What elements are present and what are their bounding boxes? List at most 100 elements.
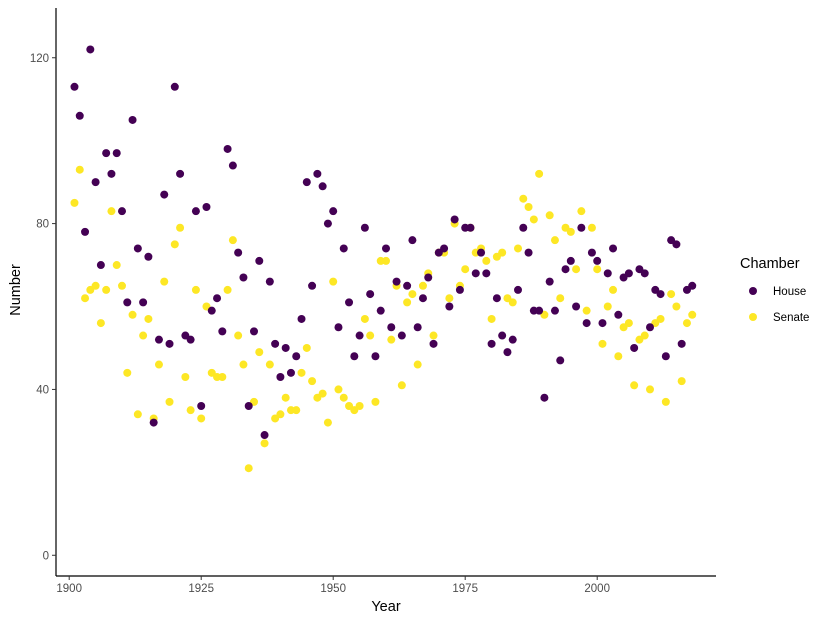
house-point [366, 290, 375, 299]
house-point [630, 343, 639, 352]
senate-point [165, 397, 174, 406]
house-point [234, 248, 243, 257]
house-point [508, 335, 517, 344]
legend-items: House Senate [749, 286, 809, 324]
senate-point [661, 397, 670, 406]
house-point [656, 290, 665, 299]
points-layer [70, 45, 697, 473]
house-point [524, 248, 533, 257]
house-point [614, 310, 623, 319]
senate-point [176, 223, 185, 232]
y-tick-label: 120 [30, 53, 49, 65]
house-point [360, 223, 369, 232]
x-tick-label: 1950 [320, 583, 346, 595]
house-point [265, 277, 274, 286]
senate-point [508, 298, 517, 307]
senate-point [260, 439, 269, 448]
senate-point [593, 265, 602, 274]
house-point [482, 269, 491, 278]
house-point [297, 314, 306, 323]
house-point [492, 294, 501, 303]
house-point [197, 402, 206, 411]
senate-point [545, 211, 554, 220]
house-point [339, 244, 348, 253]
senate-point [91, 281, 100, 290]
senate-point [281, 393, 290, 402]
house-point [302, 178, 311, 187]
senate-point [118, 281, 126, 290]
senate-point [609, 285, 618, 294]
house-point [355, 331, 364, 340]
senate-point [487, 314, 496, 323]
senate-point [276, 410, 285, 419]
senate-point [334, 385, 343, 394]
house-point [70, 82, 79, 91]
house-point [424, 273, 433, 282]
house-point [107, 169, 116, 178]
senate-point [128, 310, 137, 319]
senate-point [677, 377, 686, 386]
house-point [334, 323, 343, 332]
house-point [392, 277, 401, 286]
house-point [75, 111, 84, 120]
house-point [308, 281, 317, 290]
senate-point [535, 169, 544, 178]
senate-point [244, 464, 253, 473]
x-tick-label: 1900 [56, 583, 82, 595]
senate-point [572, 265, 581, 274]
house-point [545, 277, 554, 286]
senate-point [566, 227, 575, 236]
senate-point [112, 261, 121, 270]
house-point [96, 261, 105, 270]
house-point [271, 339, 280, 348]
senate-point [529, 215, 538, 224]
house-point [149, 418, 158, 427]
house-point [566, 256, 575, 265]
senate-point [302, 343, 311, 352]
senate-point [577, 207, 586, 216]
x-tick-label: 1975 [452, 583, 478, 595]
house-point [593, 256, 602, 265]
senate-point [70, 198, 79, 207]
senate-point [418, 281, 427, 290]
house-point [397, 331, 406, 340]
house-point [387, 323, 396, 332]
house-point [223, 144, 232, 153]
senate-point [81, 294, 90, 303]
senate-point [688, 310, 697, 319]
house-point [81, 227, 90, 236]
senate-point [223, 285, 232, 294]
senate-point [403, 298, 412, 307]
house-point [519, 223, 528, 232]
house-point [276, 372, 285, 381]
house-point [408, 236, 417, 245]
y-tick-label: 80 [36, 219, 49, 231]
senate-point [614, 352, 623, 361]
house-point [418, 294, 427, 303]
house-point [598, 319, 607, 328]
senate-point [408, 290, 417, 299]
house-point [609, 244, 618, 253]
house-point [498, 331, 507, 340]
senate-point [598, 339, 607, 348]
senate-point [323, 418, 332, 427]
senate-point [482, 256, 491, 265]
senate-point [292, 406, 301, 415]
legend-label-senate: Senate [773, 312, 809, 324]
x-axis-title: Year [371, 599, 400, 615]
house-point [112, 149, 121, 158]
senate-point [603, 302, 612, 311]
senate-point [139, 331, 148, 340]
senate-point [550, 236, 559, 245]
house-point [239, 273, 248, 282]
house-point [582, 319, 591, 328]
senate-point [519, 194, 528, 203]
legend-title: Chamber [740, 256, 800, 272]
house-point [376, 306, 385, 315]
house-point [688, 281, 697, 290]
house-point [429, 339, 438, 348]
senate-point [355, 402, 364, 411]
senate-point [255, 348, 264, 357]
house-point [624, 269, 633, 278]
house-point [329, 207, 338, 216]
